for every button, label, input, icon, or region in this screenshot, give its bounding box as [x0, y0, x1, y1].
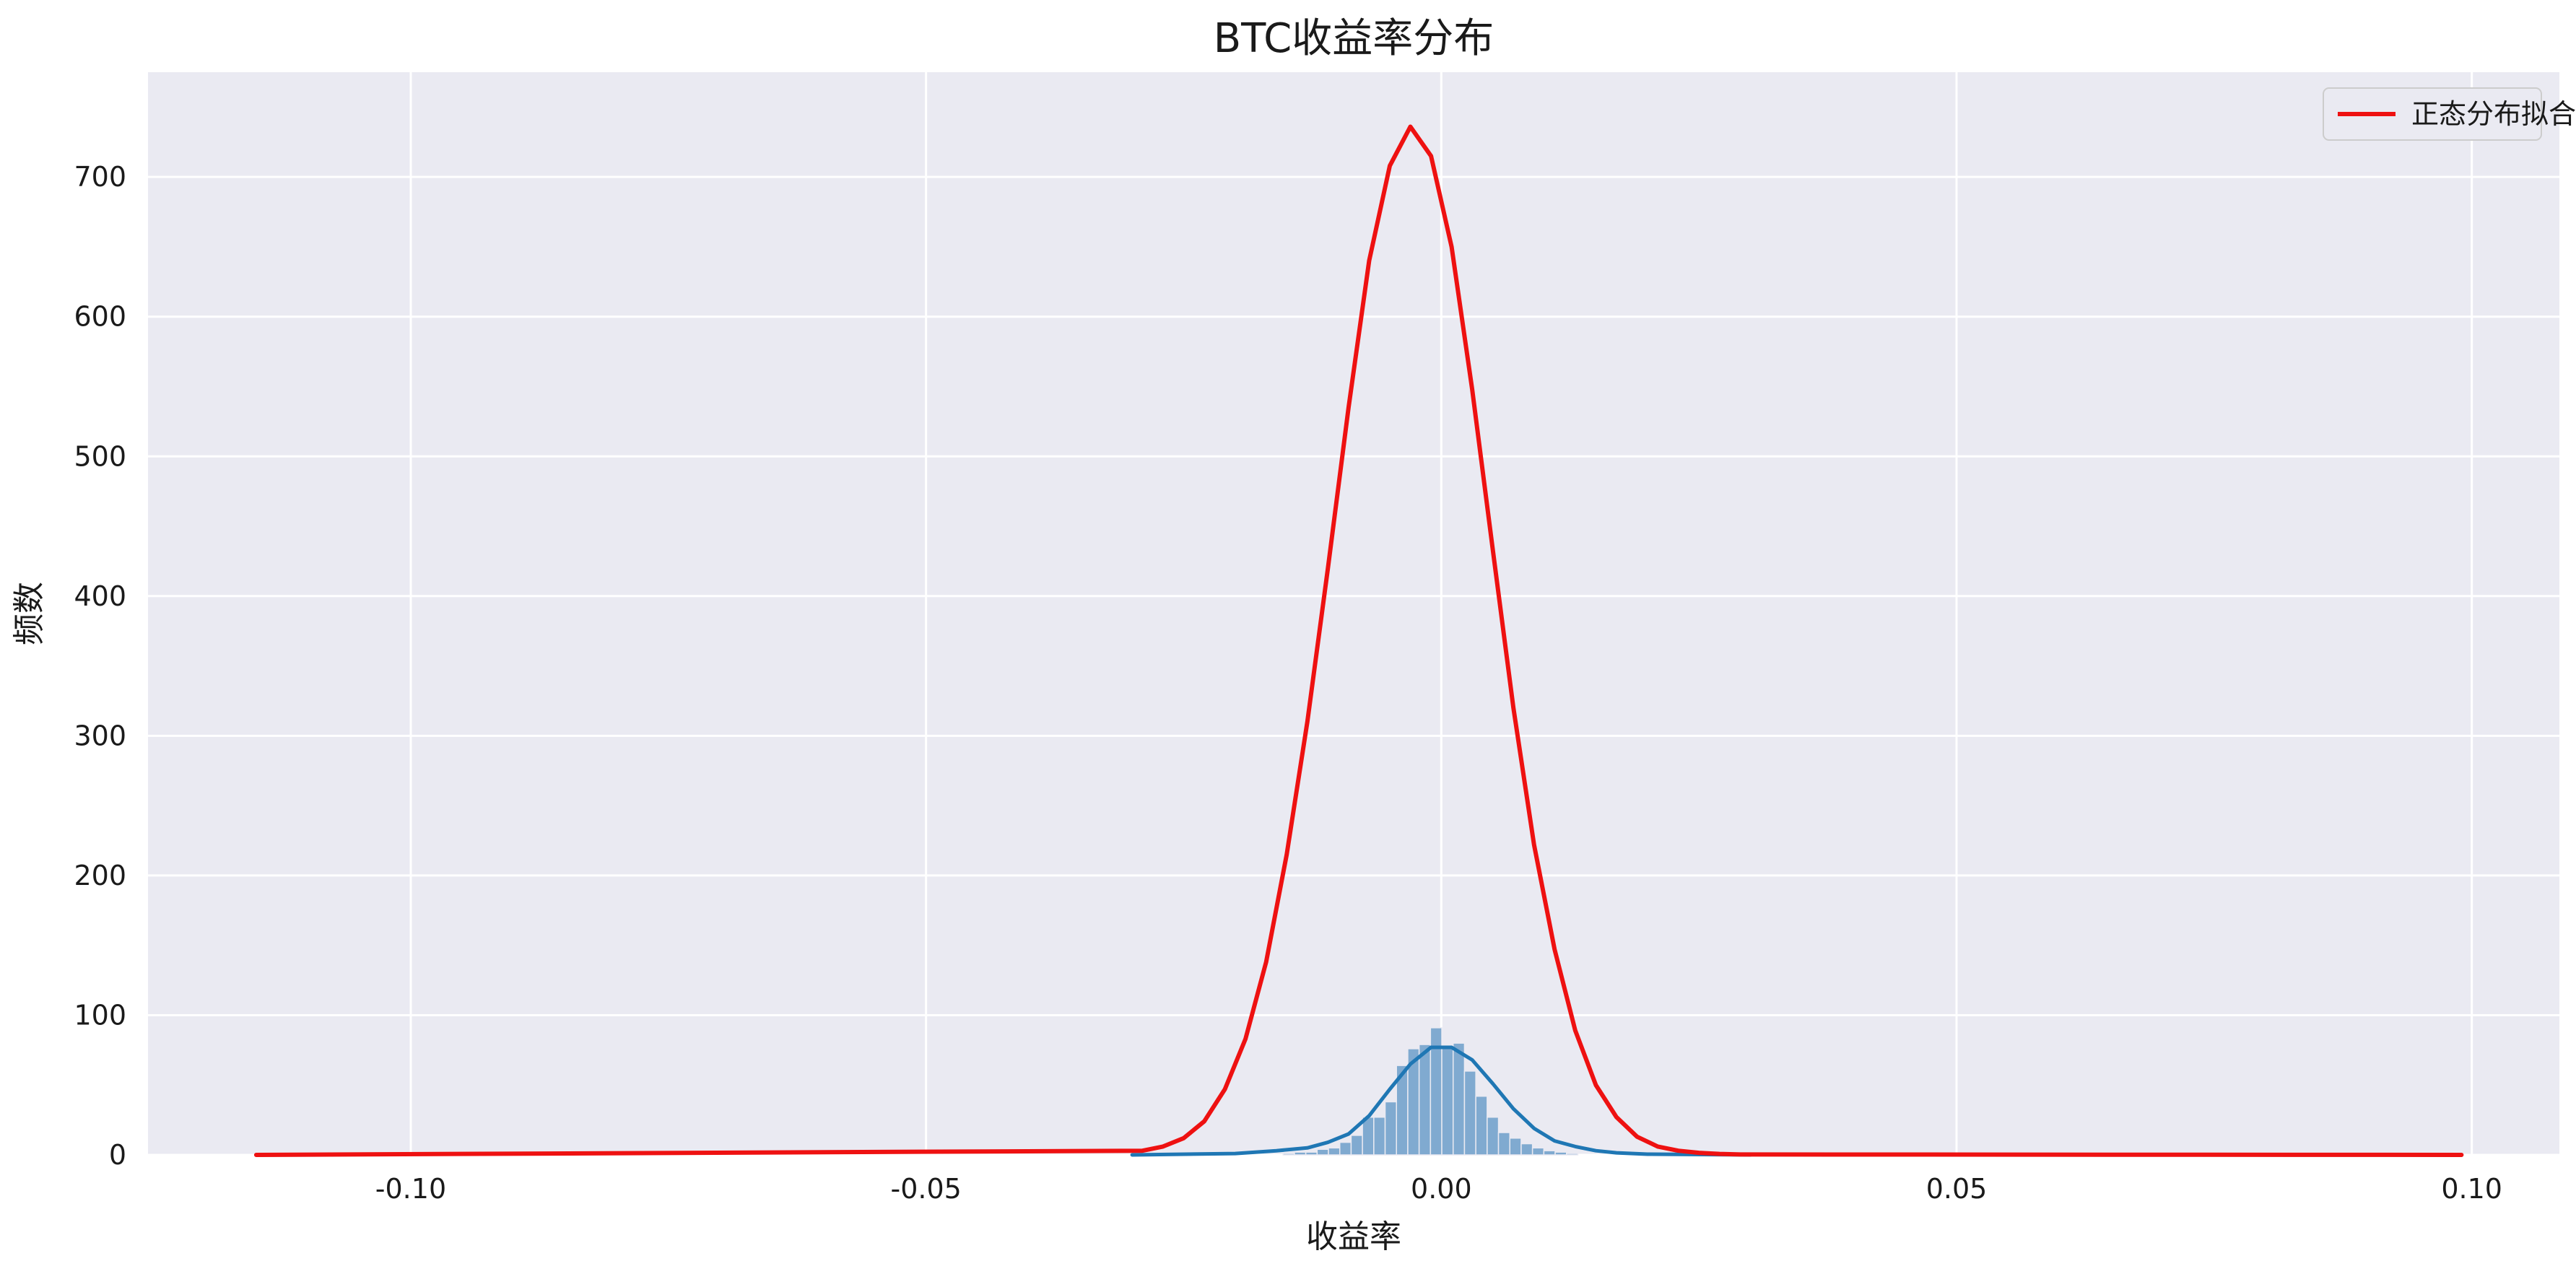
histogram-bar	[1531, 1147, 1545, 1156]
histogram-bar	[1350, 1135, 1363, 1156]
histogram-bar	[1554, 1151, 1567, 1156]
series-line-kde	[1130, 1045, 1752, 1157]
histogram-bar	[1294, 1151, 1307, 1156]
y-tick-label: 200	[74, 860, 126, 891]
legend-box	[2323, 87, 2542, 141]
histogram-bar	[1487, 1116, 1500, 1156]
chart-title: BTC收益率分布	[1214, 15, 1494, 62]
histogram-bar	[1328, 1147, 1341, 1156]
histogram-bar	[1282, 1153, 1295, 1156]
histogram-bar	[1452, 1042, 1466, 1156]
plot-area	[148, 72, 2559, 1155]
x-tick-label: -0.10	[375, 1173, 446, 1205]
histogram-bar	[1362, 1116, 1375, 1156]
y-tick-label: 0	[109, 1139, 126, 1171]
y-tick-label: 100	[74, 999, 126, 1031]
histogram-bar	[1509, 1138, 1522, 1156]
series-lines	[253, 124, 2464, 1157]
histogram-bar	[1497, 1132, 1510, 1156]
series-line-normal-fit	[253, 124, 2464, 1157]
legend-label-normal-fit: 正态分布拟合	[2411, 98, 2576, 130]
y-tick-label: 500	[74, 440, 126, 472]
x-tick-label: 0.00	[1411, 1173, 1472, 1205]
histogram-bar	[1520, 1143, 1533, 1156]
x-tick-label: -0.05	[890, 1173, 961, 1205]
histogram-bar	[1373, 1116, 1386, 1156]
y-tick-label: 300	[74, 720, 126, 751]
x-tick-label: 0.10	[2441, 1173, 2502, 1205]
histogram-bar	[1384, 1101, 1397, 1156]
histogram-bar	[1418, 1044, 1432, 1156]
histogram-bar	[1305, 1151, 1318, 1156]
y-tick-label: 400	[74, 580, 126, 612]
histogram-bar	[1339, 1141, 1352, 1156]
y-tick-label: 600	[74, 301, 126, 333]
y-axis-label: 频数	[11, 582, 48, 645]
histogram-bar	[1463, 1070, 1476, 1156]
histogram-bars	[1282, 1027, 1579, 1156]
histogram-bar	[1565, 1153, 1579, 1156]
grid	[148, 72, 2559, 1156]
histogram-bar	[1475, 1095, 1488, 1156]
histogram-bar	[1316, 1148, 1329, 1156]
y-tick-label: 700	[74, 161, 126, 193]
x-axis-label: 收益率	[1306, 1218, 1401, 1255]
x-tick-label: 0.05	[1926, 1173, 1988, 1205]
legend: 正态分布拟合	[2323, 87, 2576, 141]
histogram-bar	[1543, 1150, 1556, 1156]
tick-labels: -0.10 -0.05 0.00 0.05 0.10 0 100 200 300 400 500 60…	[74, 161, 2502, 1205]
histogram-bar	[1441, 1047, 1454, 1156]
